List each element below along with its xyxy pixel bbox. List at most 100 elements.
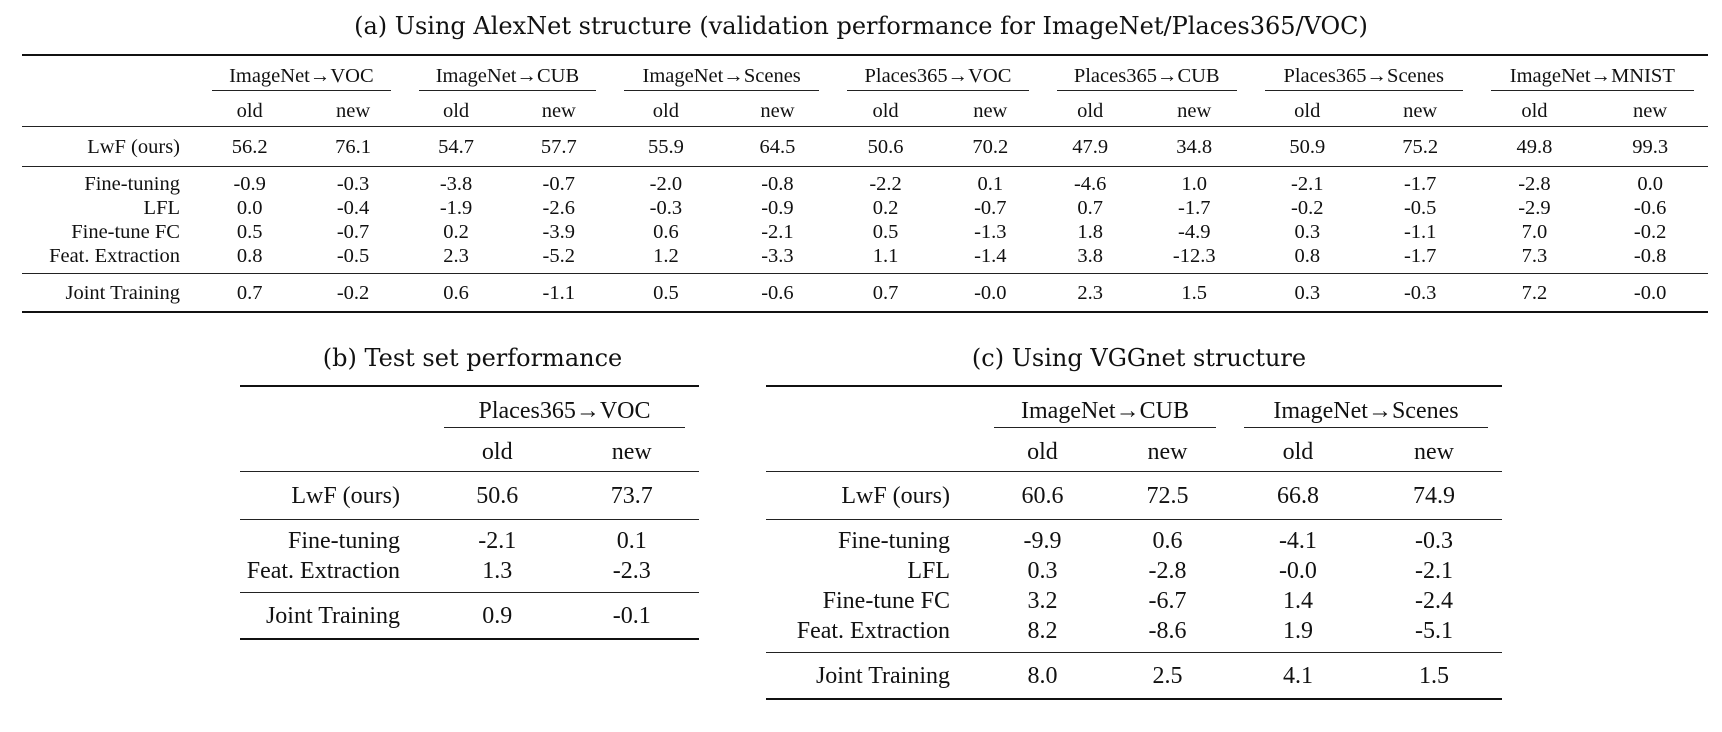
subcolumn-header: old: [1027, 438, 1058, 465]
corner-cell: [766, 433, 980, 472]
cell-value: 55.9: [610, 126, 722, 167]
column-group-label: ImageNet→MNIST: [1490, 65, 1694, 91]
subcolumn-header: old: [1077, 99, 1104, 122]
cell-value: 1.9: [1282, 618, 1313, 644]
cell-value: -4.6: [1042, 166, 1138, 196]
cell-value: -0.1: [564, 592, 699, 639]
cell-value: 7.0: [1521, 221, 1548, 243]
cell-value: 0.0: [236, 197, 263, 219]
cell-value: 4.1: [1229, 652, 1366, 699]
cell-value: 0.9: [430, 592, 565, 639]
cell-value: 73.7: [564, 471, 699, 520]
row-label: Joint Training: [766, 652, 980, 699]
column-group-header: Places365→Scenes: [1251, 55, 1477, 96]
column-group-header: ImageNet→VOC: [198, 55, 405, 96]
cell-value: 0.6: [404, 273, 508, 312]
cell-value: -0.2: [1633, 221, 1667, 243]
cell-value: 0.5: [872, 221, 899, 243]
table-row: Joint Training 0.7 -0.2 0.6 -1.1 0.5 -0.6 0.7 -0…: [22, 273, 1708, 312]
cell-value: 1.2: [653, 245, 679, 267]
cell-value: 8.2: [1027, 618, 1058, 644]
cell-value: 0.7: [1077, 197, 1103, 219]
cell-value: 74.9: [1365, 471, 1502, 520]
cell-value: 0.1: [937, 166, 1043, 196]
table-a-caption: (a) Using AlexNet structure (validation …: [354, 12, 1368, 40]
row-label: Feat. Extraction: [246, 558, 400, 584]
cell-value: 49.8: [1476, 126, 1593, 167]
row-label: LFL: [907, 558, 950, 584]
row-label: LwF (ours): [766, 471, 980, 520]
cell-value: 1.0: [1137, 166, 1251, 196]
cell-value: -5.1: [1414, 618, 1453, 644]
column-group-header: ImageNet→MNIST: [1477, 55, 1708, 96]
table-row: Feat. Extraction 8.2 -8.6 1.9 -5.1: [766, 616, 1502, 653]
cell-value: 0.2: [443, 221, 469, 243]
cell-value: 57.7: [507, 126, 611, 167]
cell-value: 0.5: [610, 273, 722, 312]
cell-value: -0.7: [974, 197, 1007, 219]
row-label: Fine-tuning: [240, 519, 430, 556]
cell-value: -0.3: [301, 166, 405, 196]
cell-value: -1.9: [439, 197, 473, 219]
cell-value: 1.5: [1137, 273, 1251, 312]
cell-value: -2.1: [1250, 166, 1364, 196]
column-group-header: Places365→VOC: [833, 55, 1042, 96]
cell-value: -3.8: [404, 166, 508, 196]
cell-value: -4.9: [1178, 221, 1211, 243]
cell-value: -0.4: [336, 197, 370, 219]
column-group-label: ImageNet→Scenes: [624, 65, 820, 91]
subcolumn-header: old: [481, 438, 513, 465]
subcolumn-header: new: [1177, 99, 1212, 122]
table-row: Fine-tuning -0.9 -0.3 -3.8 -0.7 -2.0 -0.8 -2.2 0…: [22, 166, 1708, 196]
cell-value: -0.7: [507, 166, 611, 196]
column-group-header: ImageNet→CUB: [405, 55, 610, 96]
cell-value: 60.6: [980, 471, 1105, 520]
cell-value: 1.5: [1365, 652, 1502, 699]
cell-value: -2.8: [1148, 558, 1187, 584]
table-row: Fine-tuning -9.9 0.6 -4.1 -0.3: [766, 519, 1502, 556]
subcolumn-header: old: [1282, 438, 1314, 465]
cell-value: -0.3: [649, 197, 683, 219]
cell-value: 1.4: [1282, 588, 1313, 614]
table-c-vggnet: ImageNet→CUB ImageNet→Scenes old new old new L…: [766, 385, 1502, 700]
cell-value: -1.1: [507, 273, 611, 312]
subcolumn-header: new: [760, 99, 795, 122]
cell-value: -0.6: [1633, 197, 1667, 219]
cell-value: 1.3: [482, 558, 513, 584]
table-b-caption: (b) Test set performance: [322, 344, 623, 372]
table-row: LFL 0.3 -2.8 -0.0 -2.1: [766, 556, 1502, 586]
table-b-test-set: Places365→VOC old new LwF (ours) 50.6 73.7 Fin…: [240, 385, 699, 640]
row-label: Fine-tuning: [766, 519, 980, 556]
cell-value: -2.8: [1476, 166, 1593, 196]
cell-value: -3.3: [761, 245, 794, 267]
cell-value: -0.0: [937, 273, 1043, 312]
cell-value: 70.2: [937, 126, 1043, 167]
cell-value: 2.3: [443, 245, 469, 267]
cell-value: -0.7: [336, 221, 370, 243]
column-group-label: ImageNet→CUB: [994, 398, 1216, 428]
header-row-groups: Places365→VOC: [240, 386, 699, 433]
column-group-header: Places365→CUB: [1043, 55, 1251, 96]
cell-value: -2.3: [612, 558, 651, 584]
cell-value: 0.2: [872, 197, 899, 219]
subcolumn-header: old: [442, 99, 470, 122]
cell-value: -1.7: [1178, 197, 1211, 219]
cell-value: -1.7: [1363, 166, 1477, 196]
cell-value: -0.3: [1363, 273, 1477, 312]
cell-value: 66.8: [1229, 471, 1366, 520]
table-row: Fine-tuning -2.1 0.1: [240, 519, 699, 556]
cell-value: 0.7: [198, 273, 302, 312]
cell-value: -0.9: [198, 166, 302, 196]
cell-value: 34.8: [1137, 126, 1251, 167]
table-row: LwF (ours) 60.6 72.5 66.8 74.9: [766, 471, 1502, 520]
cell-value: 0.3: [1250, 273, 1364, 312]
cell-value: -0.5: [1403, 197, 1437, 219]
subcolumn-header: old: [1294, 99, 1321, 122]
cell-value: -1.1: [1403, 221, 1437, 243]
cell-value: -0.0: [1592, 273, 1708, 312]
row-label: Fine-tune FC: [71, 221, 180, 243]
row-label: LwF (ours): [22, 126, 198, 167]
subcolumn-header: new: [541, 99, 576, 122]
cell-value: 54.7: [404, 126, 508, 167]
cell-value: -0.8: [721, 166, 834, 196]
